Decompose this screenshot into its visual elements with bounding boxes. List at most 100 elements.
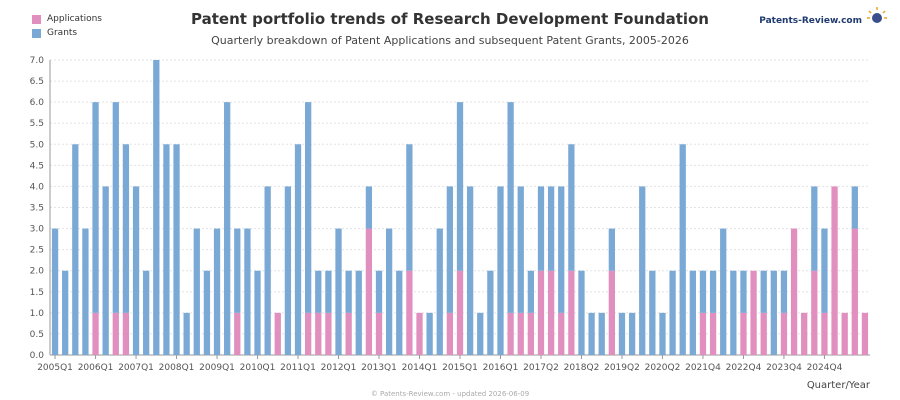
- legend-swatch-grants: [32, 28, 41, 38]
- bar-grants: [396, 270, 403, 355]
- bar-applications: [507, 312, 514, 355]
- bar-grants: [760, 270, 767, 313]
- bar-grants: [244, 228, 251, 355]
- bar-grants: [699, 270, 707, 313]
- x-tick-label: 2007Q1: [118, 363, 154, 373]
- chart-title: Patent portfolio trends of Research Deve…: [191, 10, 709, 28]
- bar-grants: [365, 186, 373, 229]
- bar-grants: [821, 228, 828, 313]
- bar-applications: [709, 312, 717, 355]
- bar-grants: [811, 186, 818, 271]
- bar-applications: [558, 312, 565, 355]
- y-tick-label: 5.5: [30, 119, 44, 129]
- bar-grants: [578, 270, 585, 355]
- bar-applications: [568, 270, 575, 355]
- bar-grants: [102, 186, 109, 355]
- bar-applications: [274, 312, 281, 355]
- bar-applications: [112, 312, 119, 355]
- bar-grants: [203, 270, 211, 355]
- bar-applications: [801, 312, 808, 355]
- bar-applications: [780, 312, 788, 355]
- y-tick-label: 1.0: [30, 309, 45, 319]
- x-tick-label: 2023Q4: [766, 363, 802, 373]
- y-tick-label: 1.5: [30, 288, 44, 298]
- bar-grants: [224, 102, 231, 356]
- bar-grants: [851, 186, 858, 229]
- bar-grants: [679, 144, 686, 355]
- bar-applications: [821, 312, 828, 355]
- x-tick-label: 2024Q4: [807, 363, 843, 373]
- y-tick-label: 2.5: [30, 246, 44, 256]
- bar-applications: [345, 312, 352, 355]
- y-tick-label: 0.0: [30, 351, 45, 361]
- bar-applications: [517, 312, 524, 355]
- bar-applications: [608, 270, 615, 355]
- bar-grants: [628, 312, 636, 355]
- bar-applications: [750, 270, 757, 355]
- x-tick-label: 2005Q1: [37, 363, 73, 373]
- bar-grants: [345, 270, 352, 313]
- bar-grants: [436, 228, 443, 355]
- bar-applications: [547, 270, 555, 355]
- x-tick-label: 2009Q1: [199, 363, 235, 373]
- bar-grants: [446, 186, 454, 313]
- legend-swatch-applications: [32, 14, 41, 24]
- x-tick-label: 2013Q1: [361, 363, 397, 373]
- bar-grants: [649, 270, 656, 355]
- bar-applications: [456, 270, 464, 355]
- x-tick-label: 2020Q2: [645, 363, 681, 373]
- bar-grants: [720, 228, 727, 355]
- bar-grants: [426, 312, 433, 355]
- y-tick-label: 2.0: [30, 267, 45, 277]
- bar-applications: [861, 312, 869, 355]
- brand-logo[interactable]: Patents-Review.com: [759, 6, 888, 28]
- bar-grants: [780, 270, 788, 313]
- x-axis-label: Quarter/Year: [806, 380, 870, 391]
- bar-applications: [325, 312, 332, 355]
- bar-grants: [315, 270, 322, 313]
- y-tick-label: 3.0: [30, 225, 45, 235]
- bar-applications: [527, 312, 535, 355]
- bar-grants: [163, 144, 170, 355]
- x-tick-label: 2016Q1: [483, 363, 519, 373]
- bar-grants: [153, 60, 160, 355]
- bar-applications: [790, 228, 798, 355]
- bar-grants: [558, 186, 565, 313]
- y-tick-label: 4.5: [30, 161, 44, 171]
- bar-grants: [375, 270, 383, 313]
- bar-grants: [234, 228, 241, 313]
- legend-item-grants[interactable]: Grants: [32, 26, 102, 40]
- bar-grants: [173, 144, 180, 355]
- bar-applications: [365, 228, 373, 355]
- bar-grants: [709, 270, 717, 313]
- bar-applications: [122, 312, 130, 355]
- x-tick-label: 2021Q4: [685, 363, 721, 373]
- bar-grants: [456, 102, 464, 271]
- x-tick-label: 2010Q1: [240, 363, 276, 373]
- bar-grants: [82, 228, 89, 355]
- bar-grants: [497, 186, 504, 355]
- bar-applications: [699, 312, 707, 355]
- legend-item-applications[interactable]: Applications: [32, 12, 102, 26]
- bar-applications: [760, 312, 767, 355]
- bar-grants: [568, 144, 575, 271]
- bar-grants: [325, 270, 332, 313]
- y-tick-label: 5.0: [30, 140, 45, 150]
- bar-grants: [254, 270, 261, 355]
- bar-grants: [770, 270, 777, 355]
- x-tick-label: 2012Q1: [321, 363, 357, 373]
- bar-grants: [588, 312, 595, 355]
- bar-applications: [831, 186, 838, 355]
- chart-subtitle: Quarterly breakdown of Patent Applicatio…: [211, 34, 689, 47]
- bar-applications: [851, 228, 858, 355]
- bar-grants: [507, 102, 514, 313]
- bar-applications: [416, 312, 423, 355]
- bar-grants: [132, 186, 140, 355]
- bar-grants: [608, 228, 615, 271]
- x-tick-label: 2014Q1: [402, 363, 438, 373]
- chart-legend: Applications Grants: [32, 12, 102, 40]
- bar-applications: [537, 270, 545, 355]
- bar-grants: [112, 102, 119, 313]
- bar-applications: [305, 312, 312, 355]
